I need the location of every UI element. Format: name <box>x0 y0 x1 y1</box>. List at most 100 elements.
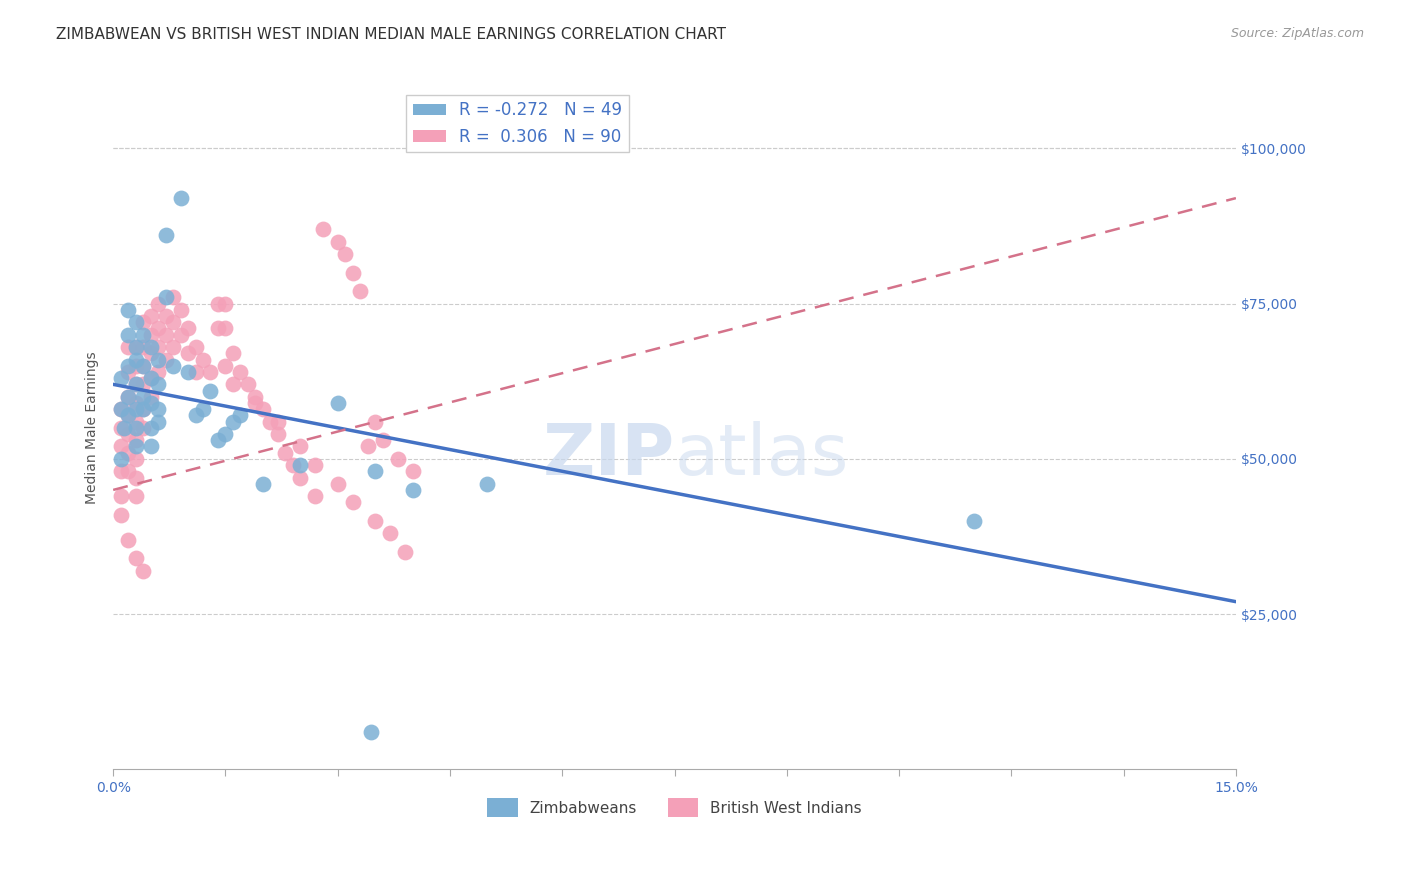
Point <box>229 409 252 423</box>
Point <box>274 445 297 459</box>
Point <box>963 514 986 528</box>
Point <box>110 402 132 417</box>
Point <box>132 327 155 342</box>
Point <box>139 327 162 342</box>
Point <box>349 285 371 299</box>
Point <box>155 309 177 323</box>
Point <box>139 371 162 385</box>
Text: atlas: atlas <box>675 421 849 490</box>
Point <box>146 340 169 354</box>
Point <box>169 191 191 205</box>
Point <box>207 321 229 335</box>
Point <box>139 396 162 410</box>
Point <box>304 458 326 472</box>
Point <box>132 359 155 373</box>
Point <box>281 458 304 472</box>
Point <box>245 396 267 410</box>
Point <box>146 377 169 392</box>
Point <box>124 359 146 373</box>
Point <box>477 476 499 491</box>
Point <box>146 352 169 367</box>
Point <box>169 302 191 317</box>
Point <box>146 321 169 335</box>
Point <box>290 458 312 472</box>
Point <box>207 296 229 310</box>
Point <box>155 327 177 342</box>
Point <box>117 390 139 404</box>
Point <box>184 340 207 354</box>
Point <box>110 371 132 385</box>
Point <box>139 440 162 454</box>
Text: ZIP: ZIP <box>543 421 675 490</box>
Point <box>146 296 169 310</box>
Point <box>229 365 252 379</box>
Point <box>124 377 146 392</box>
Point <box>117 533 139 547</box>
Point <box>139 421 162 435</box>
Point <box>177 365 200 379</box>
Point <box>110 402 132 417</box>
Point <box>117 464 139 478</box>
Point <box>139 390 162 404</box>
Point <box>146 402 169 417</box>
Point <box>169 327 191 342</box>
Point <box>357 440 380 454</box>
Point <box>117 302 139 317</box>
Point <box>124 421 146 435</box>
Point <box>110 489 132 503</box>
Point <box>290 440 312 454</box>
Point <box>342 266 364 280</box>
Point <box>184 409 207 423</box>
Text: Source: ZipAtlas.com: Source: ZipAtlas.com <box>1230 27 1364 40</box>
Point <box>162 359 184 373</box>
Text: ZIMBABWEAN VS BRITISH WEST INDIAN MEDIAN MALE EARNINGS CORRELATION CHART: ZIMBABWEAN VS BRITISH WEST INDIAN MEDIAN… <box>56 27 727 42</box>
Point <box>146 415 169 429</box>
Point <box>326 396 349 410</box>
Point <box>139 346 162 360</box>
Point <box>236 377 259 392</box>
Point <box>117 340 139 354</box>
Point <box>124 315 146 329</box>
Point <box>139 340 162 354</box>
Point <box>124 377 146 392</box>
Point <box>124 340 146 354</box>
Legend: Zimbabweans, British West Indians: Zimbabweans, British West Indians <box>481 792 869 823</box>
Point <box>401 483 423 497</box>
Point <box>378 526 401 541</box>
Point <box>364 415 387 429</box>
Point <box>360 725 382 739</box>
Point <box>200 384 222 398</box>
Point <box>207 434 229 448</box>
Point <box>132 340 155 354</box>
Point <box>387 451 409 466</box>
Point <box>124 551 146 566</box>
Point <box>112 421 135 435</box>
Point <box>394 545 416 559</box>
Point <box>110 508 132 522</box>
Point <box>245 390 267 404</box>
Point <box>124 489 146 503</box>
Point <box>124 415 146 429</box>
Point <box>117 390 139 404</box>
Point <box>124 451 146 466</box>
Point <box>132 377 155 392</box>
Point <box>132 402 155 417</box>
Point <box>191 402 214 417</box>
Point <box>124 402 146 417</box>
Point <box>222 377 245 392</box>
Point <box>326 235 349 249</box>
Point <box>155 228 177 243</box>
Point <box>267 415 290 429</box>
Point <box>200 365 222 379</box>
Point <box>162 315 184 329</box>
Point <box>222 346 245 360</box>
Point <box>335 247 357 261</box>
Point <box>117 327 139 342</box>
Point <box>364 464 387 478</box>
Point <box>155 290 177 304</box>
Point <box>132 421 155 435</box>
Point <box>124 440 146 454</box>
Point <box>371 434 394 448</box>
Point <box>117 427 139 442</box>
Point <box>124 470 146 484</box>
